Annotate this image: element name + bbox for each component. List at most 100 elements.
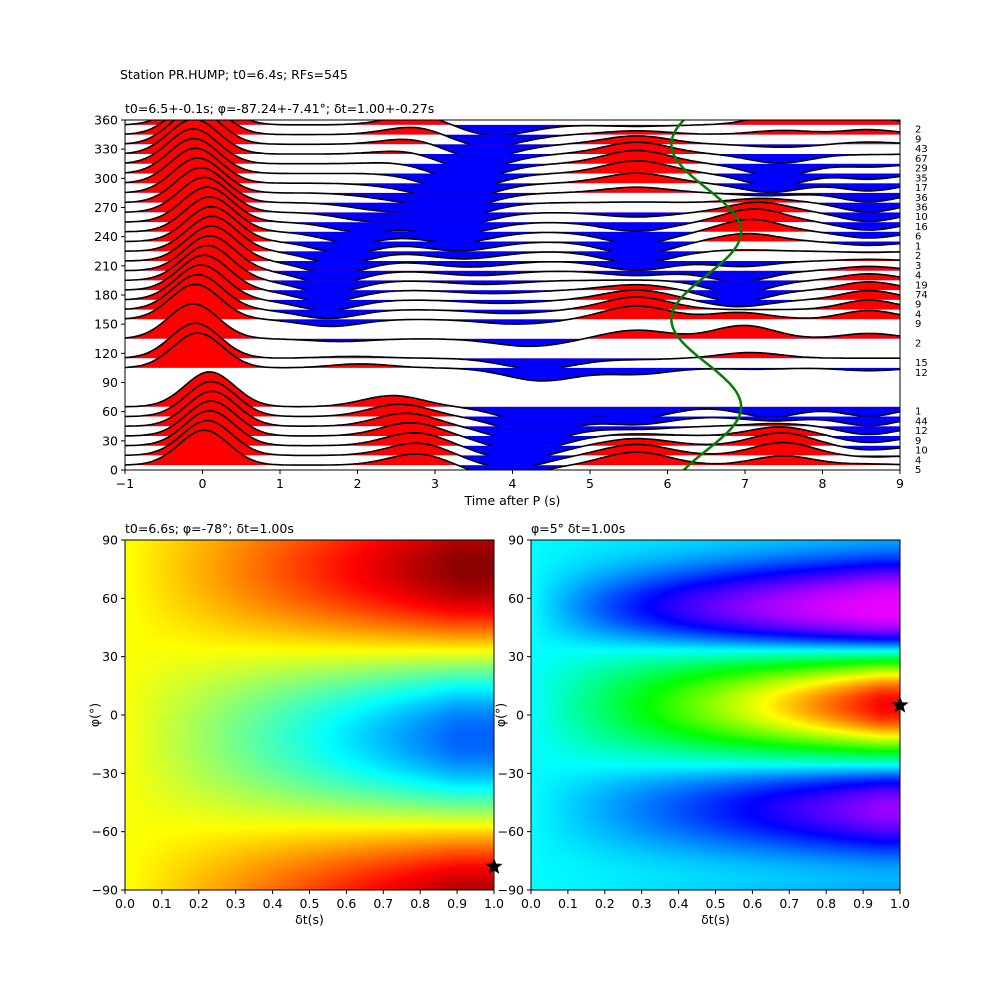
trace-negative-fill [125,455,900,469]
x-tick-label: 0.9 [447,896,467,911]
trace-line [125,225,900,276]
y-tick-label: 270 [94,200,118,215]
x-tick-label: 0.1 [558,896,578,911]
best-fit-star-icon [485,857,503,874]
x-tick-label: 0.0 [521,896,541,911]
x-tick-label: 0.5 [706,896,726,911]
trace-negative-fill [125,290,900,302]
x-tick-label: 0.7 [373,896,393,911]
trace-negative-fill [125,241,900,255]
y-tick-label: 0 [110,708,118,723]
y-tick-label: 60 [508,591,524,606]
trace-negative-fill [125,416,900,434]
trace-line [125,234,900,285]
trace-count-label: 43 [915,144,928,155]
rf-traces [125,120,900,470]
y-tick-label: 60 [102,591,118,606]
trace-line [125,303,900,348]
trace-count-label: 74 [915,290,928,301]
trace-line [125,264,900,312]
trace-count-label: 19 [915,280,928,291]
trace-count-label: 10 [915,212,928,223]
trace-count-label: 15 [915,358,928,369]
trace-line [125,167,900,220]
trace-line [125,120,900,137]
figure-suptitle: Station PR.HUMP; t0=6.4s; RFs=545 [120,67,348,82]
trace-count-label: 29 [915,164,928,175]
x-tick-label: 3 [431,476,439,491]
y-tick-label: 60 [102,404,118,419]
y-tick-label: 0 [516,708,524,723]
x-tick-label: 9 [896,476,904,491]
x-tick-label: 4 [509,476,517,491]
y-tick-label: −90 [92,883,118,898]
trace-count-label: 17 [915,183,928,194]
trace-negative-fill [125,406,900,424]
trace-count-label: 4 [915,455,921,466]
x-tick-label: 0.2 [595,896,615,911]
trace-count-label: 6 [915,232,921,243]
x-tick-label: −1 [116,476,134,491]
y-tick-label: −60 [92,824,118,839]
trace-negative-fill [461,435,900,452]
y-tick-label: 30 [102,433,118,448]
heatmap-right-axes: 0.0 0.1 0.2 0.3 0.4 0.5 0.6 0.7 0.8 0.9 1.0 −90 −60 −… [498,533,910,912]
trace-line [125,186,900,236]
predicted-arrival-curve [670,120,743,470]
y-tick-label: −30 [92,766,118,781]
trace-count-label: 12 [915,426,928,437]
x-tick-label: 1 [276,476,284,491]
trace-negative-fill [290,134,574,147]
trace-line [125,120,900,170]
trace-line [125,244,900,295]
x-tick-label: 0.3 [226,896,246,911]
trace-count-label: 67 [915,154,928,165]
heatmap-left-image [125,540,494,890]
y-tick-label: 360 [94,113,118,128]
heatmap-right-title: φ=5° δt=1.00s [531,521,625,536]
trace-count-label: 9 [915,436,921,447]
y-tick-label: 150 [94,317,118,332]
heatmap-right-y-label: φ(°) [493,703,508,727]
x-tick-label: 0 [199,476,207,491]
rf-y-axis: 0 30 60 90 120 150 180 210 240 270 300 330 360 [94,113,125,478]
trace-negative-fill [272,260,816,275]
trace-line [125,429,900,470]
x-tick-label: 0.5 [300,896,320,911]
trace-count-label: 2 [915,339,921,350]
y-tick-label: 90 [102,533,118,548]
heatmap-right-image [531,540,900,890]
trace-count-label: 44 [915,416,928,427]
y-tick-label: 30 [508,649,524,664]
trace-count-label: 9 [915,300,921,311]
trace-line [125,322,900,371]
trace-line [125,254,900,303]
heatmap-left-y-label: φ(°) [87,703,102,727]
y-tick-label: −30 [498,766,524,781]
trace-count-label: 36 [915,203,928,214]
x-tick-label: 0.3 [632,896,652,911]
trace-negative-fill [426,358,900,370]
x-tick-label: 6 [664,476,672,491]
trace-negative-fill [125,231,900,244]
x-tick-label: 0.4 [669,896,689,911]
trace-negative-fill [125,319,900,327]
y-tick-label: 180 [94,288,118,303]
y-tick-label: 90 [508,533,524,548]
trace-count-label: 1 [915,407,921,418]
trace-count-label: 12 [915,368,928,379]
x-tick-label: 0.8 [410,896,430,911]
x-tick-label: 0.6 [742,896,762,911]
trace-count-label: 16 [915,222,928,233]
trace-count-label: 1 [915,241,921,252]
x-tick-label: 7 [741,476,749,491]
trace-line [125,273,900,320]
y-tick-label: 30 [102,649,118,664]
heatmap-left-x-label: δt(s) [295,912,324,927]
trace-positive-fill [125,333,436,368]
trace-negative-fill [125,163,900,180]
x-tick-label: 0.4 [263,896,283,911]
trace-line [125,120,900,159]
trace-line [125,147,900,202]
